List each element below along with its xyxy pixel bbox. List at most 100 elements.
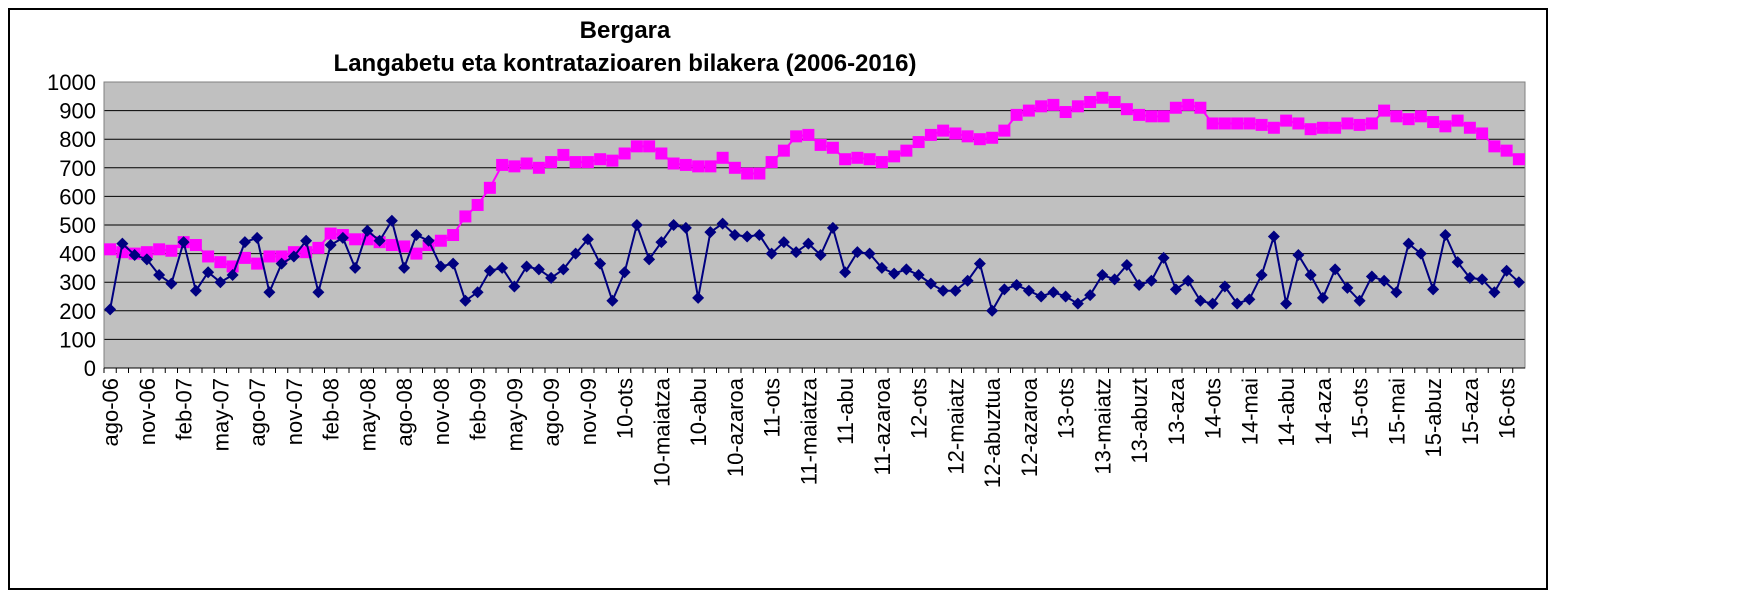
marker [557, 263, 570, 276]
marker [483, 264, 496, 277]
marker [1035, 290, 1048, 303]
marker [361, 224, 374, 237]
marker [1280, 297, 1293, 310]
marker [924, 277, 937, 290]
marker [1378, 274, 1391, 287]
marker [1169, 101, 1182, 114]
marker [1022, 104, 1035, 117]
marker [471, 286, 484, 299]
x-tick-label: 15-aza [1458, 377, 1483, 445]
marker [104, 303, 117, 316]
marker [300, 246, 313, 259]
marker [692, 160, 705, 173]
y-tick-label: 500 [59, 213, 96, 238]
marker [1010, 279, 1023, 292]
marker [1451, 256, 1464, 269]
marker [483, 181, 496, 194]
marker [1145, 110, 1158, 123]
x-tick-label: 13-ots [1054, 378, 1079, 439]
marker [1512, 153, 1525, 166]
marker [1218, 280, 1231, 293]
marker [496, 261, 509, 274]
marker [790, 246, 803, 259]
marker [336, 231, 349, 244]
marker [214, 276, 227, 289]
marker [1182, 98, 1195, 111]
marker [643, 140, 656, 153]
marker [1194, 101, 1207, 114]
marker [557, 148, 570, 161]
marker [1316, 121, 1329, 134]
marker [704, 160, 717, 173]
marker [1231, 297, 1244, 310]
marker [1010, 108, 1023, 121]
marker [1194, 294, 1207, 307]
marker [949, 284, 962, 297]
marker [998, 124, 1011, 137]
marker [1120, 103, 1133, 116]
y-tick-label: 100 [59, 327, 96, 352]
marker [618, 266, 631, 279]
marker [300, 234, 313, 247]
x-tick-label: 13-maiatz [1090, 378, 1115, 475]
marker [753, 167, 766, 180]
marker [741, 230, 754, 243]
marker [532, 263, 545, 276]
marker [398, 261, 411, 274]
marker [1096, 91, 1109, 104]
marker [1365, 117, 1378, 130]
marker [826, 141, 839, 154]
marker [839, 153, 852, 166]
marker [520, 260, 533, 273]
marker [1488, 140, 1501, 153]
marker [826, 221, 839, 234]
x-tick-label: 12-maiatz [943, 378, 968, 475]
x-tick-label: ago-07 [245, 378, 270, 447]
x-tick-label: 11-azaroa [870, 377, 895, 475]
marker [251, 231, 264, 244]
x-tick-label: 12-azaroa [1017, 377, 1042, 477]
x-tick-label: 15-ots [1348, 378, 1373, 439]
marker [410, 229, 423, 242]
x-tick-label: nov-07 [282, 378, 307, 445]
marker [1157, 251, 1170, 264]
marker [1120, 259, 1133, 272]
marker [447, 229, 460, 242]
marker [1047, 98, 1060, 111]
marker [385, 239, 398, 252]
x-tick-label: ago-06 [98, 378, 123, 447]
marker [716, 217, 729, 230]
marker [1488, 286, 1501, 299]
marker [1353, 294, 1366, 307]
marker [459, 294, 472, 307]
marker [777, 144, 790, 157]
marker [140, 246, 153, 259]
marker [226, 269, 239, 282]
marker [1182, 274, 1195, 287]
marker [177, 236, 190, 249]
marker [1329, 263, 1342, 276]
marker [961, 274, 974, 287]
marker [643, 253, 656, 266]
marker [1390, 286, 1403, 299]
chart-subtitle: Langabetu eta kontratazioaren bilakera (… [334, 50, 917, 77]
marker [349, 233, 362, 246]
marker [471, 198, 484, 211]
marker [961, 130, 974, 143]
marker [1255, 118, 1268, 131]
x-tick-label: 10-ots [613, 378, 638, 439]
marker [986, 131, 999, 144]
x-tick-label: nov-08 [429, 378, 454, 445]
marker [777, 236, 790, 249]
marker [1059, 290, 1072, 303]
marker [1476, 127, 1489, 140]
marker [1022, 284, 1035, 297]
x-tick-label: 14-abu [1274, 378, 1299, 447]
marker [532, 161, 545, 174]
marker [1059, 106, 1072, 119]
marker [630, 140, 643, 153]
marker [875, 156, 888, 169]
x-tick-label: 16-ots [1495, 378, 1520, 439]
marker [1096, 269, 1109, 282]
